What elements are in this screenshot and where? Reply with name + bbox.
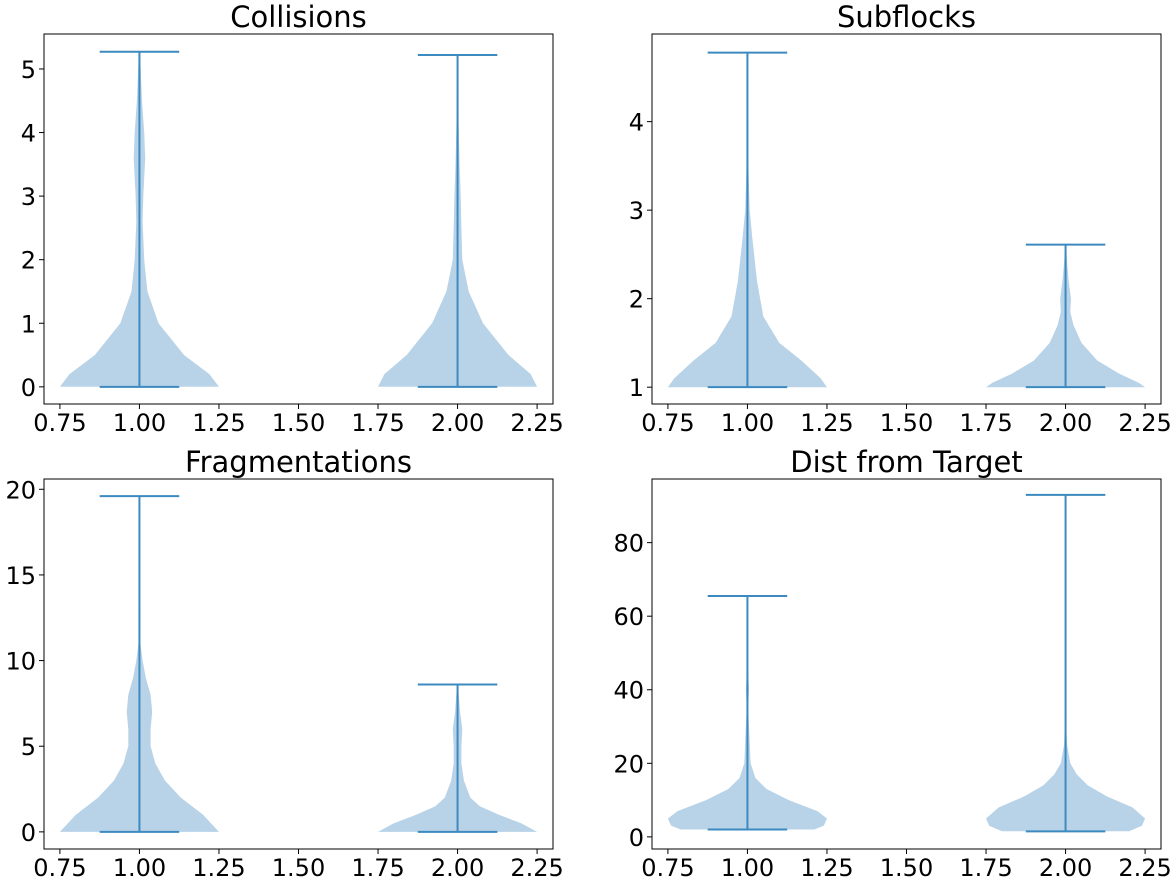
x-tick-label: 2.25: [510, 409, 563, 437]
x-tick-label: 1.75: [959, 854, 1012, 882]
y-tick-label: 3: [629, 197, 644, 225]
y-tick-label: 2: [629, 286, 644, 314]
subplot-title: Fragmentations: [185, 445, 412, 479]
x-tick-label: 1.25: [800, 409, 853, 437]
x-tick-label: 1.25: [192, 854, 245, 882]
x-tick-label: 0.75: [33, 409, 86, 437]
x-tick-label: 1.25: [800, 854, 853, 882]
subplot-1: 0.75 1.00 1.25 1.50 1.75 2.00 2.25 0 1 2 3 4 5 Collis…: [21, 0, 564, 437]
y-tick-label: 0: [21, 374, 36, 402]
x-tick-label: 1.75: [351, 409, 404, 437]
y-tick-label: 0: [21, 819, 36, 847]
x-tick-label: 1.00: [721, 409, 774, 437]
x-tick-label: 2.00: [1039, 854, 1092, 882]
y-tick-label: 4: [629, 109, 644, 137]
x-tick-label: 1.50: [272, 409, 325, 437]
x-tick-label: 1.50: [880, 854, 933, 882]
x-tick-label: 0.75: [33, 854, 86, 882]
subplot-title: Subflocks: [837, 0, 976, 34]
y-tick-label: 5: [21, 733, 36, 761]
x-tick-label: 1.75: [351, 854, 404, 882]
y-tick-label: 15: [5, 562, 36, 590]
y-tick-label: 4: [21, 120, 36, 148]
y-tick-label: 10: [5, 648, 36, 676]
subplot-title: Dist from Target: [790, 445, 1023, 479]
x-tick-label: 1.75: [959, 409, 1012, 437]
y-tick-label: 1: [629, 374, 644, 402]
y-tick-label: 2: [21, 247, 36, 275]
x-tick-label: 1.25: [192, 409, 245, 437]
subplot-title: Collisions: [230, 0, 367, 34]
x-tick-label: 1.00: [113, 409, 166, 437]
x-tick-label: 1.00: [113, 854, 166, 882]
y-tick-label: 3: [21, 183, 36, 211]
x-tick-label: 1.50: [272, 854, 325, 882]
x-tick-label: 0.75: [641, 854, 694, 882]
x-tick-label: 2.25: [1118, 409, 1171, 437]
y-tick-label: 40: [613, 677, 644, 705]
y-tick-label: 20: [613, 750, 644, 778]
x-tick-label: 2.00: [1039, 409, 1092, 437]
y-tick-label: 1: [21, 310, 36, 338]
y-tick-label: 80: [613, 530, 644, 558]
x-tick-label: 2.25: [510, 854, 563, 882]
x-tick-label: 2.25: [1118, 854, 1171, 882]
subplot-grid: 0.75 1.00 1.25 1.50 1.75 2.00 2.25 0 1 2 3 4 5 Collis…: [5, 0, 1171, 882]
subplot-4: 0.75 1.00 1.25 1.50 1.75 2.00 2.25 0 20 40 60 80 Dis…: [613, 445, 1171, 882]
y-tick-label: 5: [21, 56, 36, 84]
y-tick-label: 60: [613, 603, 644, 631]
x-tick-label: 2.00: [431, 409, 484, 437]
x-tick-label: 1.50: [880, 409, 933, 437]
y-tick-label: 0: [629, 824, 644, 852]
x-tick-label: 0.75: [641, 409, 694, 437]
subplot-2: 0.75 1.00 1.25 1.50 1.75 2.00 2.25 1 2 3 4 Subflock…: [629, 0, 1171, 437]
x-tick-label: 1.00: [721, 854, 774, 882]
subplot-3: 0.75 1.00 1.25 1.50 1.75 2.00 2.25 0 5 10 15 20 Frag…: [5, 445, 563, 882]
x-tick-label: 2.00: [431, 854, 484, 882]
y-tick-label: 20: [5, 476, 36, 504]
